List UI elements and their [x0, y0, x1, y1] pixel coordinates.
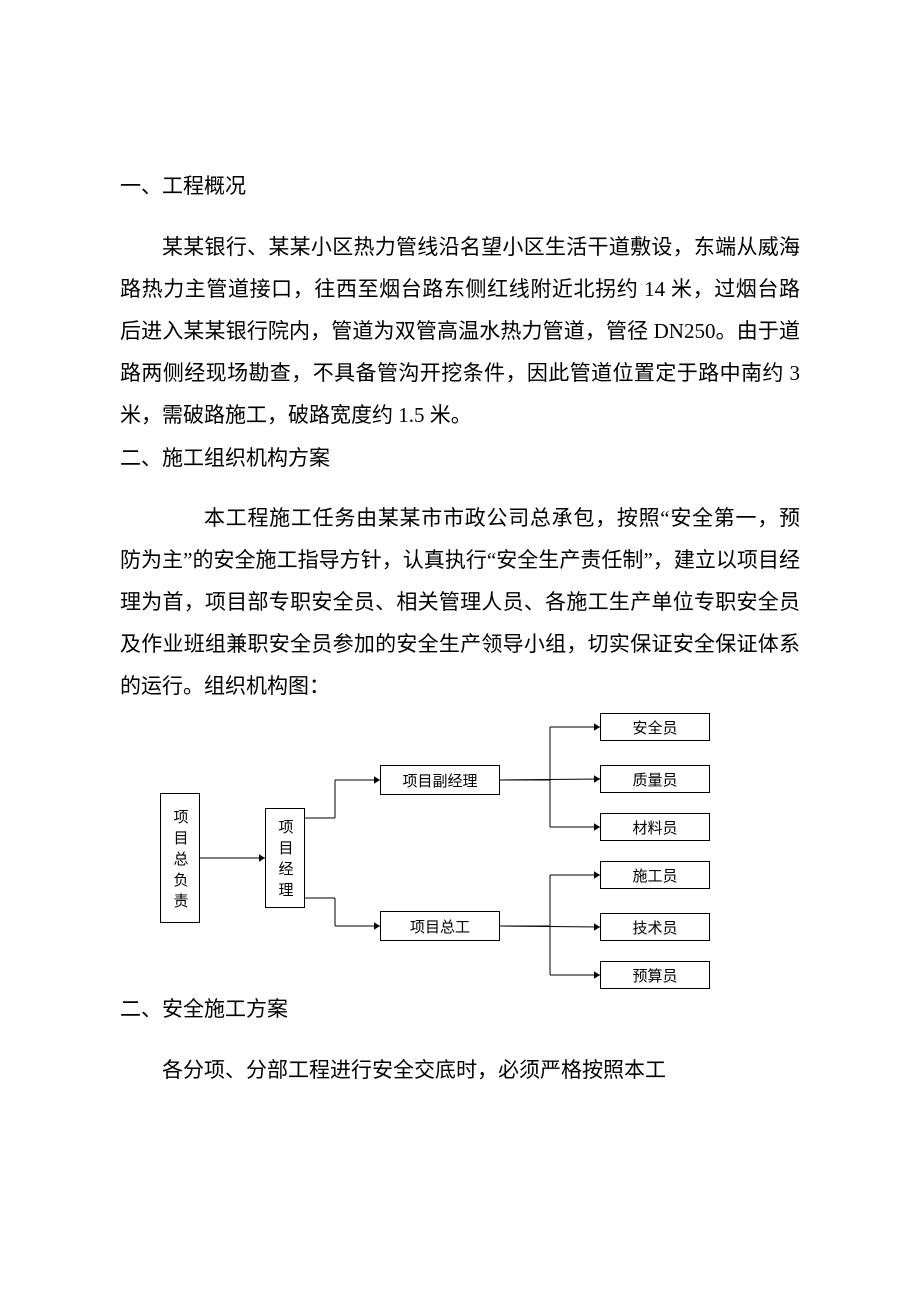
- section-3-paragraph: 各分项、分部工程进行安全交底时，必须严格按照本工: [120, 1049, 800, 1091]
- org-node-mgr: 项目经理: [265, 808, 305, 908]
- section-1-paragraph: 某某银行、某某小区热力管线沿名望小区生活干道敷设，东端从威海路热力主管道接口，往…: [120, 226, 800, 436]
- org-chart-lines: [120, 713, 800, 993]
- org-node-tech: 技术员: [600, 913, 710, 941]
- org-node-budget: 预算员: [600, 961, 710, 989]
- org-node-safety: 安全员: [600, 713, 710, 741]
- section-3-heading: 二、安全施工方案: [120, 993, 800, 1027]
- org-chart: 项目总负责 项目经理 项目副经理项目总工 安全员质量员材料员施工员技术员预算员: [120, 713, 800, 993]
- org-node-quality: 质量员: [600, 765, 710, 793]
- document-page: 一、工程概况 某某银行、某某小区热力管线沿名望小区生活干道敷设，东端从威海路热力…: [0, 0, 920, 1302]
- section-2-heading: 二、施工组织机构方案: [120, 442, 800, 476]
- section-1-heading: 一、工程概况: [120, 170, 800, 204]
- org-node-const: 施工员: [600, 861, 710, 889]
- org-node-chief: 项目总工: [380, 911, 500, 941]
- org-node-vice: 项目副经理: [380, 765, 500, 795]
- org-node-root: 项目总负责: [160, 793, 200, 923]
- org-node-material: 材料员: [600, 813, 710, 841]
- section-2-paragraph: 本工程施工任务由某某市市政公司总承包，按照“安全第一，预防为主”的安全施工指导方…: [120, 497, 800, 707]
